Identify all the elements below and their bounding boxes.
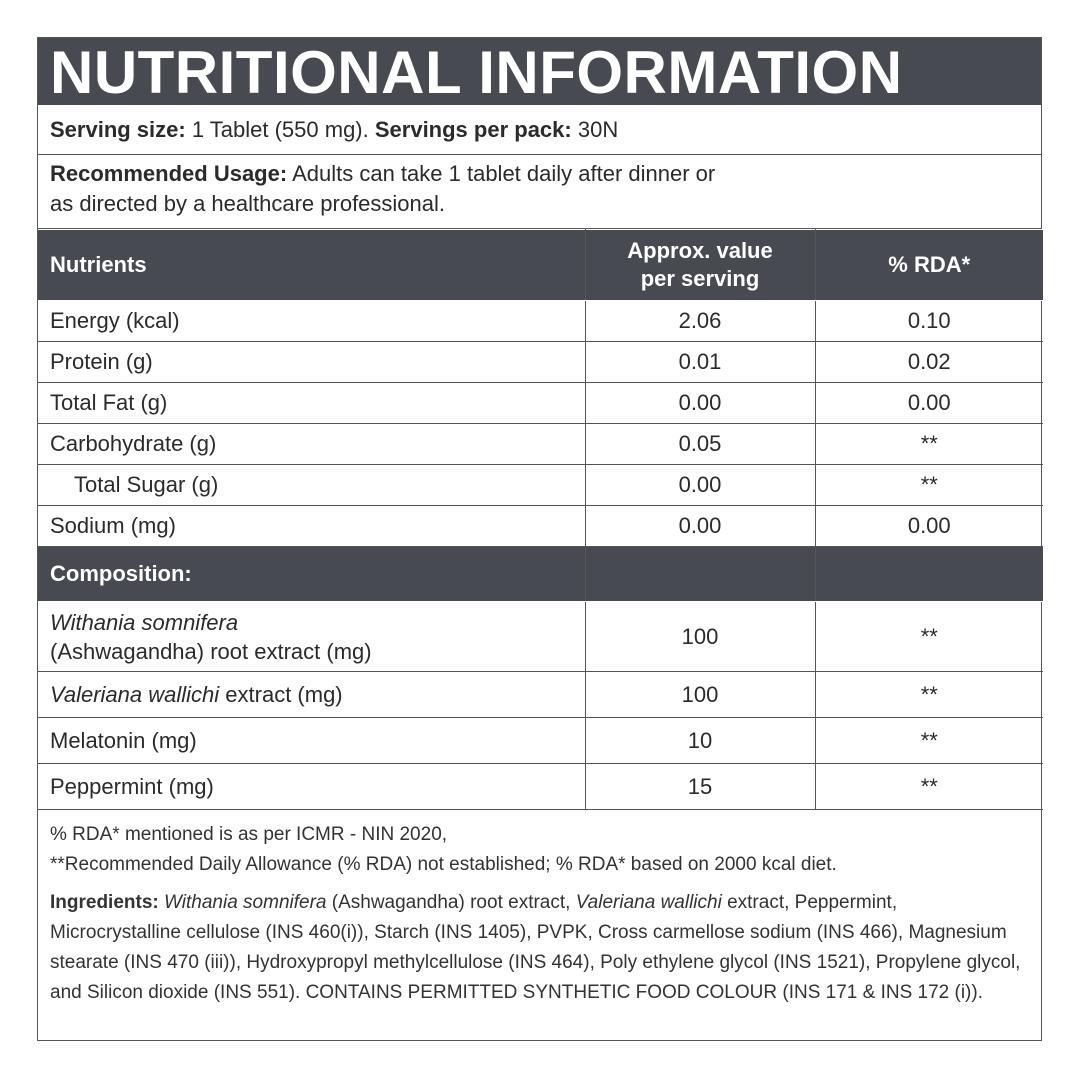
recommended-usage: Recommended Usage: Adults can take 1 tab…	[38, 155, 1041, 229]
serving-size-value: 1 Tablet (550 mg).	[185, 117, 375, 142]
header-rda: % RDA*	[814, 229, 1043, 301]
serving-size-label: Serving size:	[50, 117, 186, 142]
serving-info: Serving size: 1 Tablet (550 mg). Serving…	[38, 105, 1041, 155]
nutrient-rda: 0.00	[814, 505, 1043, 547]
nutrient-value: 0.00	[584, 382, 816, 424]
composition-name: Peppermint (mg)	[38, 763, 586, 810]
composition-label: Composition:	[38, 546, 586, 602]
table-row: Withania somnifera (Ashwagandha) root ext…	[38, 601, 1043, 672]
nutrient-value: 0.00	[584, 505, 816, 547]
footnotes: % RDA* mentioned is as per ICMR - NIN 20…	[38, 810, 1041, 1008]
table-row: Total Sugar (g) 0.00 **	[38, 464, 1043, 506]
table-header: Nutrients Approx. value per serving % RDA…	[38, 229, 1043, 301]
footnote-1: % RDA* mentioned is as per ICMR - NIN 20…	[50, 824, 448, 845]
composition-name: Melatonin (mg)	[38, 717, 586, 764]
composition-value: 100	[584, 671, 816, 718]
nutrient-table: Nutrients Approx. value per serving % RDA…	[38, 229, 1043, 810]
usage-line1: Adults can take 1 tablet daily after din…	[287, 161, 716, 186]
nutrient-value: 0.00	[584, 464, 816, 506]
table-row: Energy (kcal) 2.06 0.10	[38, 300, 1043, 342]
nutrition-label: NUTRITIONAL INFORMATION Serving size: 1 …	[37, 37, 1043, 1041]
label-title: NUTRITIONAL INFORMATION	[38, 38, 1041, 105]
composition-name: Withania somnifera (Ashwagandha) root ext…	[38, 601, 586, 672]
ingredients: Ingredients: Withania somnifera (Ashwaga…	[50, 892, 1021, 1003]
table-row: Protein (g) 0.01 0.02	[38, 341, 1043, 383]
nutrient-rda: 0.00	[814, 382, 1043, 424]
table-row: Sodium (mg) 0.00 0.00	[38, 505, 1043, 547]
table-row: Peppermint (mg) 15 **	[38, 763, 1043, 810]
nutrient-name: Total Sugar (g)	[38, 464, 586, 506]
composition-value: 100	[584, 601, 816, 672]
table-row: Melatonin (mg) 10 **	[38, 717, 1043, 764]
footnote-2: **Recommended Daily Allowance (% RDA) no…	[50, 854, 837, 875]
composition-rda: **	[814, 717, 1043, 764]
nutrient-name: Total Fat (g)	[38, 382, 586, 424]
table-row: Total Fat (g) 0.00 0.00	[38, 382, 1043, 424]
table-row: Valeriana wallichi extract (mg) 100 **	[38, 671, 1043, 718]
nutrient-name: Protein (g)	[38, 341, 586, 383]
nutrient-rda: **	[814, 423, 1043, 465]
header-value: Approx. value per serving	[584, 229, 816, 301]
composition-value: 10	[584, 717, 816, 764]
composition-header: Composition:	[38, 546, 1043, 602]
nutrient-value: 2.06	[584, 300, 816, 342]
nutrient-value: 0.01	[584, 341, 816, 383]
table-row: Carbohydrate (g) 0.05 **	[38, 423, 1043, 465]
nutrient-rda: **	[814, 464, 1043, 506]
usage-line2: as directed by a healthcare professional…	[50, 191, 446, 216]
header-nutrients: Nutrients	[38, 229, 586, 301]
nutrient-name: Sodium (mg)	[38, 505, 586, 547]
nutrient-rda: 0.10	[814, 300, 1043, 342]
nutrient-name: Carbohydrate (g)	[38, 423, 586, 465]
nutrient-value: 0.05	[584, 423, 816, 465]
nutrient-name: Energy (kcal)	[38, 300, 586, 342]
nutrient-rda: 0.02	[814, 341, 1043, 383]
composition-rda: **	[814, 671, 1043, 718]
composition-rda: **	[814, 601, 1043, 672]
composition-rda: **	[814, 763, 1043, 810]
usage-label: Recommended Usage:	[50, 161, 288, 186]
composition-value: 15	[584, 763, 816, 810]
composition-name: Valeriana wallichi extract (mg)	[38, 671, 586, 718]
servings-per-pack-value: 30N	[571, 117, 619, 142]
servings-per-pack-label: Servings per pack:	[374, 117, 572, 142]
